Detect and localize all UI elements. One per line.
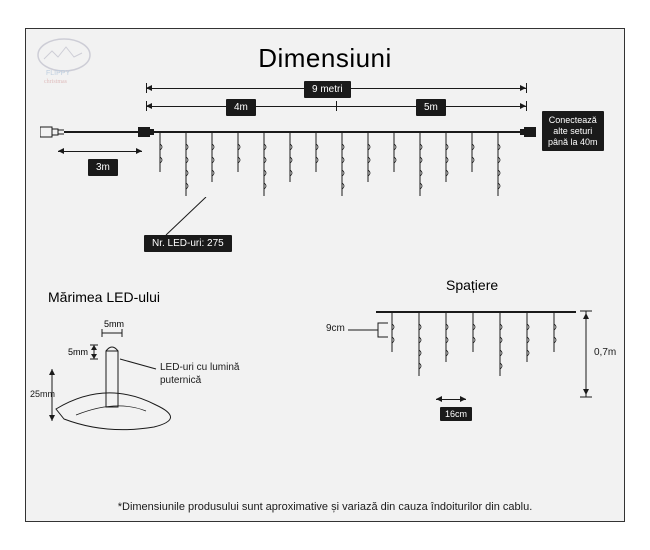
led-size-heading: Mărimea LED-ului [48, 289, 160, 305]
spacing-icicle-strands [386, 312, 576, 402]
diagram-canvas: FLIPPY christmas Dimensiuni 9 metri 4m 5… [25, 28, 625, 522]
total-length-label: 9 metri [304, 81, 351, 98]
drop-spacing-label: 9cm [326, 323, 345, 334]
segment-arrow [146, 106, 526, 107]
led-count-pointer [156, 197, 216, 237]
page-title: Dimensiuni [26, 43, 624, 74]
lead-cable-arrow [58, 151, 142, 152]
led-base-label: 25mm [30, 389, 55, 399]
svg-text:christmas: christmas [44, 79, 68, 85]
led-note: LED-uri cu lumină puternică [160, 361, 239, 387]
segment-b-label: 5m [416, 99, 446, 116]
led-count-label: Nr. LED-uri: 275 [144, 235, 232, 252]
height-arrow [580, 309, 592, 399]
led-height-text: 5mm [68, 347, 88, 357]
connect-note-label: Conectează alte seturi până la 40m [542, 111, 604, 151]
lead-cable-label: 3m [88, 159, 118, 176]
connector-left-icon [138, 125, 154, 139]
drop-spacing-pointer [344, 319, 388, 349]
led-width-text: 5mm [104, 319, 124, 329]
height-label: 0,7m [594, 347, 616, 358]
strand-spacing-arrow [436, 399, 466, 400]
strand-spacing-label: 16cm [440, 407, 472, 421]
footnote-text: *Dimensiunile produsului sunt aproximati… [26, 501, 624, 513]
spacing-heading: Spațiere [446, 277, 498, 293]
segment-a-label: 4m [226, 99, 256, 116]
plug-icon [40, 123, 64, 141]
